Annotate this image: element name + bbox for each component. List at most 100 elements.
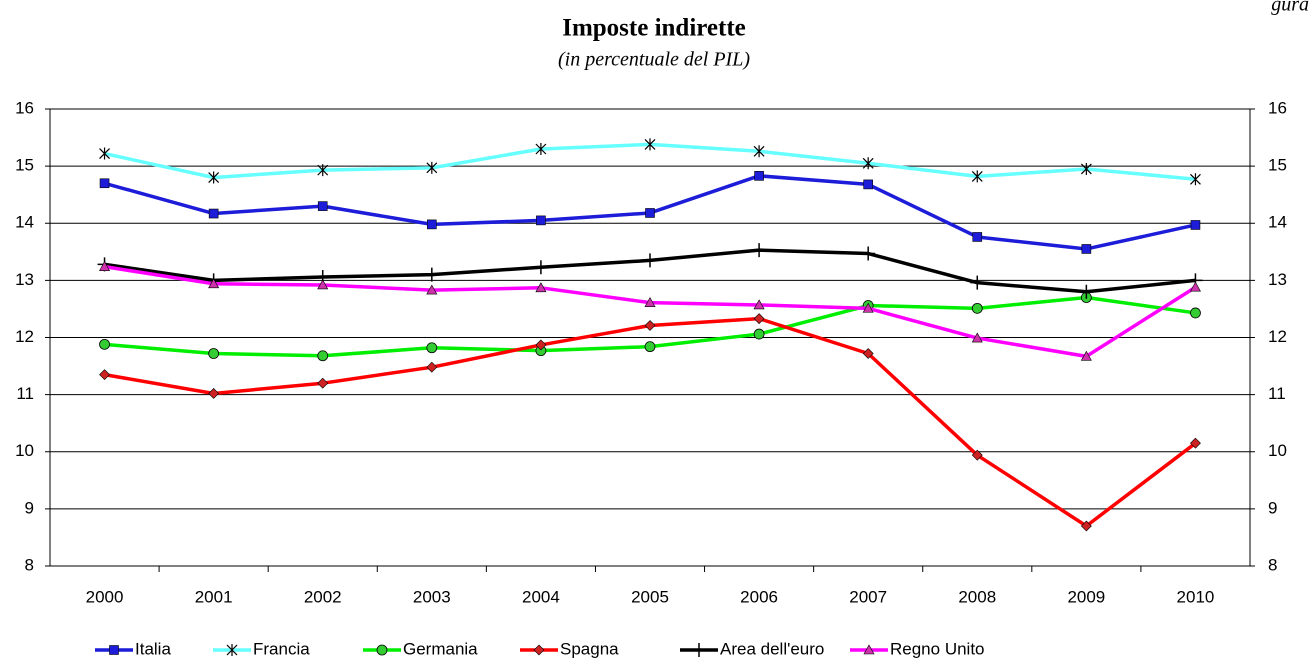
- x-tick-label: 2010: [1177, 587, 1215, 606]
- y-tick-label: 10: [15, 441, 34, 460]
- marker: [376, 644, 388, 656]
- marker: [644, 320, 656, 331]
- marker: [208, 388, 220, 399]
- marker: [753, 313, 765, 325]
- marker: [99, 338, 110, 350]
- x-tick-label: 2003: [413, 587, 451, 606]
- marker: [971, 332, 983, 343]
- marker: [753, 299, 765, 310]
- marker: [536, 215, 546, 226]
- x-tick-label: 2008: [958, 587, 996, 606]
- marker: [1189, 281, 1201, 292]
- chart-title: Imposte indirette: [562, 15, 746, 42]
- legend-label: Regno Unito: [890, 639, 985, 658]
- marker: [645, 208, 655, 218]
- marker: [99, 147, 110, 160]
- marker: [1080, 350, 1092, 361]
- y2-tick-label: 9: [1268, 498, 1277, 517]
- marker: [643, 253, 657, 268]
- legend-label: Spagna: [560, 639, 619, 658]
- y2-tick-label: 14: [1268, 213, 1287, 232]
- marker: [863, 644, 875, 655]
- marker: [208, 171, 220, 184]
- x-tick-label: 2002: [304, 587, 342, 606]
- marker: [226, 644, 238, 656]
- marker: [426, 361, 438, 373]
- marker: [1190, 437, 1201, 449]
- x-tick-label: 2007: [849, 587, 887, 606]
- marker: [317, 377, 329, 389]
- marker: [753, 328, 765, 340]
- x-tick-label: 2004: [522, 587, 560, 606]
- legend-label: Germania: [403, 639, 478, 658]
- marker: [427, 219, 437, 230]
- marker: [862, 302, 874, 313]
- marker: [754, 171, 764, 181]
- y-tick-label: 16: [15, 98, 34, 117]
- marker: [99, 369, 110, 381]
- marker: [970, 275, 985, 290]
- marker: [1079, 284, 1094, 299]
- marker: [533, 644, 545, 656]
- marker: [535, 282, 547, 293]
- marker: [1190, 307, 1201, 319]
- y2-tick-label: 16: [1268, 98, 1287, 117]
- marker: [426, 342, 438, 354]
- marker: [863, 179, 873, 190]
- x-tick-label: 2009: [1067, 587, 1105, 606]
- y2-tick-label: 10: [1268, 441, 1287, 460]
- x-tick-label: 2006: [740, 587, 778, 606]
- marker: [972, 232, 983, 242]
- chart-subtitle: (in percentuale del PIL): [558, 49, 750, 71]
- marker: [971, 449, 983, 461]
- figure-label: gura: [1271, 0, 1309, 16]
- marker: [426, 284, 438, 295]
- marker: [317, 164, 329, 177]
- marker: [1080, 520, 1092, 532]
- marker: [533, 260, 548, 275]
- marker: [535, 339, 547, 351]
- marker: [535, 142, 547, 155]
- x-tick-label: 2001: [195, 587, 233, 606]
- marker: [971, 170, 983, 183]
- marker: [752, 243, 767, 258]
- marker: [317, 350, 329, 362]
- y-tick-label: 14: [15, 213, 34, 232]
- y2-tick-label: 12: [1268, 327, 1287, 346]
- marker: [99, 178, 110, 189]
- y2-tick-label: 8: [1268, 555, 1277, 574]
- y-tick-label: 8: [25, 555, 34, 574]
- legend-label: Italia: [135, 639, 171, 658]
- marker: [692, 643, 706, 657]
- marker: [644, 138, 656, 151]
- marker: [644, 297, 656, 307]
- x-tick-label: 2000: [86, 587, 124, 606]
- marker: [862, 348, 874, 359]
- marker: [426, 161, 438, 174]
- marker: [99, 261, 111, 271]
- legend-label: Area dell'euro: [720, 639, 824, 658]
- marker: [424, 267, 439, 282]
- y2-tick-label: 13: [1268, 270, 1287, 289]
- marker: [317, 201, 328, 211]
- y-tick-label: 9: [25, 498, 34, 517]
- marker: [644, 341, 656, 353]
- marker: [862, 157, 874, 170]
- marker: [208, 278, 220, 289]
- marker: [317, 279, 329, 290]
- y-tick-label: 15: [15, 156, 34, 175]
- y-tick-label: 11: [16, 384, 34, 403]
- x-tick-label: 2005: [631, 587, 669, 606]
- marker: [1190, 173, 1201, 186]
- marker: [208, 348, 220, 359]
- marker: [971, 302, 983, 314]
- y2-tick-label: 11: [1268, 384, 1286, 403]
- marker: [208, 208, 219, 219]
- marker: [109, 645, 119, 655]
- y-tick-label: 13: [15, 270, 34, 289]
- marker: [861, 246, 876, 261]
- marker: [753, 145, 765, 158]
- marker: [1190, 220, 1201, 230]
- legend-label: Francia: [253, 639, 310, 658]
